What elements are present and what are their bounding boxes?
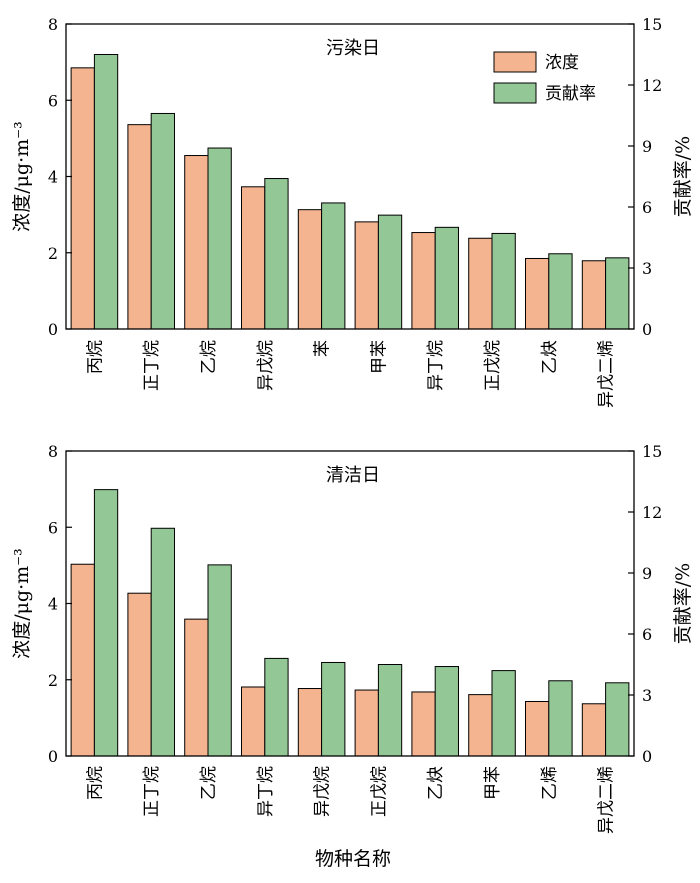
bar-concentration [70, 563, 95, 757]
left-axis-title: 浓度/μg·m⁻³ [11, 548, 33, 659]
category-label: 异戊烷 [313, 766, 333, 817]
right-axis-tick-label: 0 [642, 747, 652, 766]
bar-contribution [207, 147, 232, 330]
bar-concentration [468, 237, 493, 330]
left-axis-tick-label: 4 [48, 595, 58, 614]
category-label: 乙烷 [199, 766, 219, 800]
bar-contribution [207, 564, 232, 757]
category-label: 异戊烷 [256, 340, 276, 391]
category-label: 甲苯 [483, 766, 503, 800]
bar-contribution [434, 666, 459, 757]
bar-contribution [434, 226, 459, 330]
x-axis-title: 物种名称 [315, 848, 391, 870]
category-label: 异丁烷 [426, 340, 446, 391]
category-label: 正丁烷 [142, 340, 162, 391]
right-axis-tick-label: 6 [642, 198, 652, 217]
category-label: 甲苯 [369, 340, 389, 374]
right-axis-tick-label: 9 [642, 137, 652, 156]
bar-concentration [297, 209, 323, 330]
bar-contribution [548, 680, 573, 757]
left-axis-tick-label: 8 [48, 442, 58, 461]
bar-contribution [377, 664, 403, 757]
legend-swatch [493, 82, 537, 104]
bar-contribution [548, 253, 573, 330]
panel-title: 清洁日 [326, 465, 380, 486]
bar-contribution [491, 232, 516, 330]
category-label: 正戊烷 [369, 766, 389, 817]
right-axis-tick-label: 12 [642, 76, 662, 95]
right-axis-tick-label: 12 [642, 503, 662, 522]
bar-contribution [491, 670, 516, 757]
bar-concentration [581, 703, 607, 757]
legend-label: 浓度 [545, 53, 579, 73]
bar-contribution [605, 257, 630, 330]
chart-panel-1: 0 2 4 6 8 0 3 6 9 12 15 丙烷 正丁烷 乙烷 异戊烷 苯 甲苯 异丁烷 正戊烷 乙炔 异戊二烯 污染… [11, 15, 694, 408]
category-label: 乙炔 [426, 766, 446, 800]
right-axis-tick-label: 3 [642, 259, 652, 278]
bar-concentration [411, 691, 436, 757]
category-label: 异戊二烯 [597, 766, 617, 834]
category-label: 异戊二烯 [597, 340, 617, 408]
right-axis-tick-label: 0 [642, 320, 652, 339]
left-axis-tick-label: 6 [48, 91, 58, 110]
bar-contribution [93, 489, 119, 757]
bar-concentration [525, 257, 550, 330]
bar-concentration [241, 686, 266, 757]
category-label: 丙烷 [85, 340, 105, 374]
right-axis-tick-label: 15 [642, 442, 662, 461]
bar-contribution [264, 657, 289, 757]
category-label: 乙炔 [540, 340, 560, 374]
bar-concentration [127, 124, 152, 330]
bar-concentration [297, 688, 323, 757]
right-axis-title: 贡献率/% [672, 563, 694, 644]
bar-concentration [411, 232, 436, 330]
category-label: 异丁烷 [256, 766, 276, 817]
bar-concentration [354, 221, 379, 330]
left-axis-tick-label: 8 [48, 15, 58, 34]
bar-contribution [605, 682, 630, 757]
bar-concentration [184, 155, 209, 330]
bar-contribution [321, 202, 346, 330]
bar-concentration [241, 186, 266, 330]
right-axis-tick-label: 9 [642, 564, 652, 583]
right-axis-tick-label: 3 [642, 686, 652, 705]
bar-contribution [150, 112, 175, 330]
bar-contribution [150, 527, 175, 757]
left-axis-tick-label: 2 [48, 671, 58, 690]
bar-concentration [127, 592, 152, 757]
bar-contribution [264, 178, 289, 330]
left-axis-tick-label: 0 [48, 320, 58, 339]
bar-concentration [525, 700, 550, 757]
chart-panel-2: 0 2 4 6 8 0 3 6 9 12 15 丙烷 正丁烷 乙烷 异丁烷 异戊烷 正戊烷 乙炔 甲苯 乙烯 异戊二烯 清… [11, 442, 694, 834]
left-axis-tick-label: 4 [48, 168, 58, 187]
bar-concentration [184, 618, 209, 757]
right-axis-title: 贡献率/% [672, 136, 694, 217]
category-label: 正戊烷 [483, 340, 503, 391]
bar-concentration [354, 689, 379, 757]
bar-concentration [468, 694, 493, 757]
category-label: 正丁烷 [142, 766, 162, 817]
right-axis-tick-label: 15 [642, 15, 662, 34]
category-label: 乙烷 [199, 340, 219, 374]
left-axis-tick-label: 2 [48, 244, 58, 263]
left-axis-tick-label: 6 [48, 518, 58, 537]
bar-contribution [321, 661, 346, 757]
right-axis-tick-label: 6 [642, 625, 652, 644]
left-axis-title: 浓度/μg·m⁻³ [11, 121, 33, 232]
bar-concentration [70, 67, 95, 330]
left-axis-tick-label: 0 [48, 747, 58, 766]
category-label: 乙烯 [540, 766, 560, 800]
bar-contribution [377, 214, 403, 330]
bar-concentration [581, 260, 607, 330]
legend-swatch [493, 51, 537, 73]
category-label: 苯 [313, 340, 333, 357]
panel-title: 污染日 [326, 38, 380, 59]
category-label: 丙烷 [85, 766, 105, 800]
bar-contribution [93, 54, 119, 330]
legend-label: 贡献率 [545, 84, 596, 104]
